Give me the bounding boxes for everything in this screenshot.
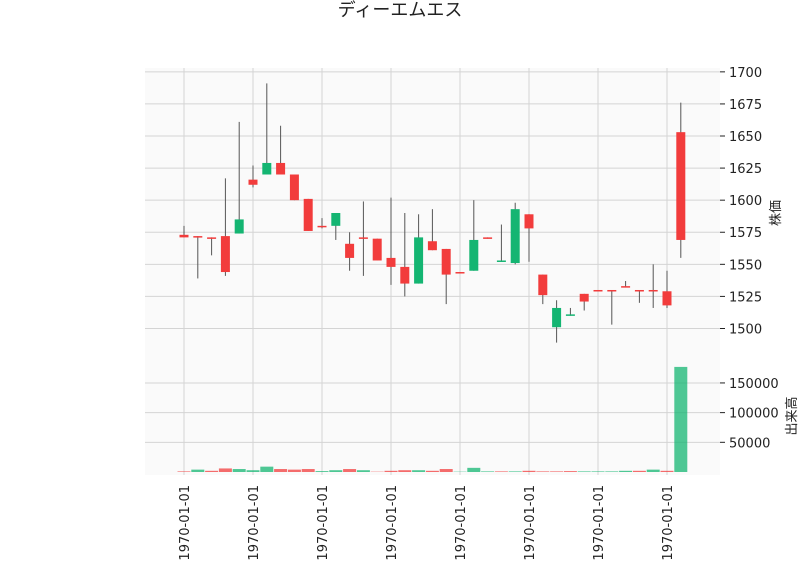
candle-body: [510, 209, 520, 264]
volume-tick-label: 50000: [729, 436, 770, 451]
volume-panel: [145, 358, 720, 475]
volume-bar: [177, 471, 191, 472]
candle-body: [317, 225, 327, 228]
volume-bar: [343, 469, 357, 472]
volume-bar: [646, 469, 660, 472]
volume-bar: [522, 470, 536, 472]
candle-body: [565, 314, 575, 316]
volume-bar: [439, 469, 453, 472]
volume-bar: [398, 470, 412, 472]
x-tick-label: 1970-01-01: [178, 485, 193, 561]
candle-body: [469, 239, 479, 271]
volume-bar: [619, 470, 633, 472]
x-tick-label: 1970-01-01: [592, 485, 607, 561]
volume-bar: [205, 470, 219, 472]
y-tick-label: 1500: [729, 322, 762, 337]
candle-body: [400, 266, 410, 284]
candle-body: [676, 132, 686, 240]
candle-body: [289, 174, 299, 201]
candle-body: [248, 179, 258, 185]
volume-bar: [315, 471, 329, 472]
candle-body: [552, 307, 562, 328]
x-tick-label: 1970-01-01: [385, 485, 400, 561]
y-tick-label: 1550: [729, 258, 762, 273]
y-tick-label: 1625: [729, 162, 762, 177]
volume-bar: [605, 471, 619, 472]
candle-body: [372, 238, 382, 261]
volume-bar: [232, 469, 246, 472]
y-tick-label: 1675: [729, 98, 762, 113]
candle-body: [607, 289, 617, 292]
volume-bar: [577, 471, 591, 472]
candle-body: [345, 243, 355, 258]
volume-bar: [632, 470, 646, 472]
candle-body: [220, 236, 230, 273]
candle-body: [483, 237, 493, 239]
y-tick-label: 1650: [729, 130, 762, 145]
candle-body: [414, 237, 424, 284]
volume-bar: [536, 471, 550, 472]
volume-bar: [481, 471, 495, 472]
candle-body: [538, 274, 548, 296]
volume-bar: [591, 471, 605, 472]
candle-body: [179, 234, 189, 238]
x-tick-label: 1970-01-01: [661, 485, 676, 561]
volume-bar: [287, 469, 301, 472]
volume-bar: [550, 471, 564, 472]
volume-bar: [191, 469, 205, 472]
candle-body: [234, 219, 244, 234]
volume-bar: [260, 466, 274, 472]
volume-bar: [412, 470, 426, 472]
volume-bar: [425, 470, 439, 472]
candle-body: [593, 289, 603, 292]
volume-bar: [246, 470, 260, 472]
x-tick-label: 1970-01-01: [247, 485, 262, 561]
candle-body: [524, 214, 534, 229]
volume-tick-label: 100000: [729, 407, 779, 422]
x-tick-label: 1970-01-01: [523, 485, 538, 561]
candle-body: [634, 289, 644, 292]
chart-title: ディーエムエス: [338, 0, 463, 21]
volume-bar: [674, 366, 688, 472]
volume-bar: [218, 468, 232, 472]
x-tick-label: 1970-01-01: [316, 485, 331, 561]
candle-body: [621, 286, 631, 288]
candle-body: [262, 162, 272, 175]
y-tick-label: 1575: [729, 226, 762, 241]
candle-body: [662, 291, 672, 306]
volume-axis-label: 出来高: [784, 396, 800, 435]
candle-body: [331, 213, 341, 226]
y-axis-label: 株価: [769, 200, 784, 226]
volume-bar: [384, 470, 398, 472]
volume-tick-label: 150000: [729, 377, 779, 392]
candle-body: [193, 236, 203, 238]
y-tick-label: 1525: [729, 290, 762, 305]
volume-bar: [563, 471, 577, 472]
candle-body: [427, 241, 437, 251]
volume-bar: [274, 469, 288, 472]
candle-body: [276, 162, 286, 175]
candle-body: [207, 237, 217, 239]
candle-body: [441, 248, 451, 275]
candle-body: [386, 257, 396, 267]
volume-bar: [329, 470, 343, 472]
volume-bar: [660, 470, 674, 472]
y-tick-label: 1700: [729, 66, 762, 81]
candle-body: [496, 260, 506, 262]
candle-body: [579, 293, 589, 302]
volume-bar: [356, 470, 370, 472]
candle-body: [648, 289, 658, 292]
volume-bar: [508, 471, 522, 472]
volume-bar: [494, 471, 508, 472]
volume-bar: [467, 467, 481, 472]
candle-body: [303, 198, 313, 231]
candle-body: [358, 237, 368, 239]
y-tick-label: 1600: [729, 194, 762, 209]
x-tick-label: 1970-01-01: [454, 485, 469, 561]
volume-bar: [301, 469, 315, 472]
candle-body: [455, 272, 465, 274]
